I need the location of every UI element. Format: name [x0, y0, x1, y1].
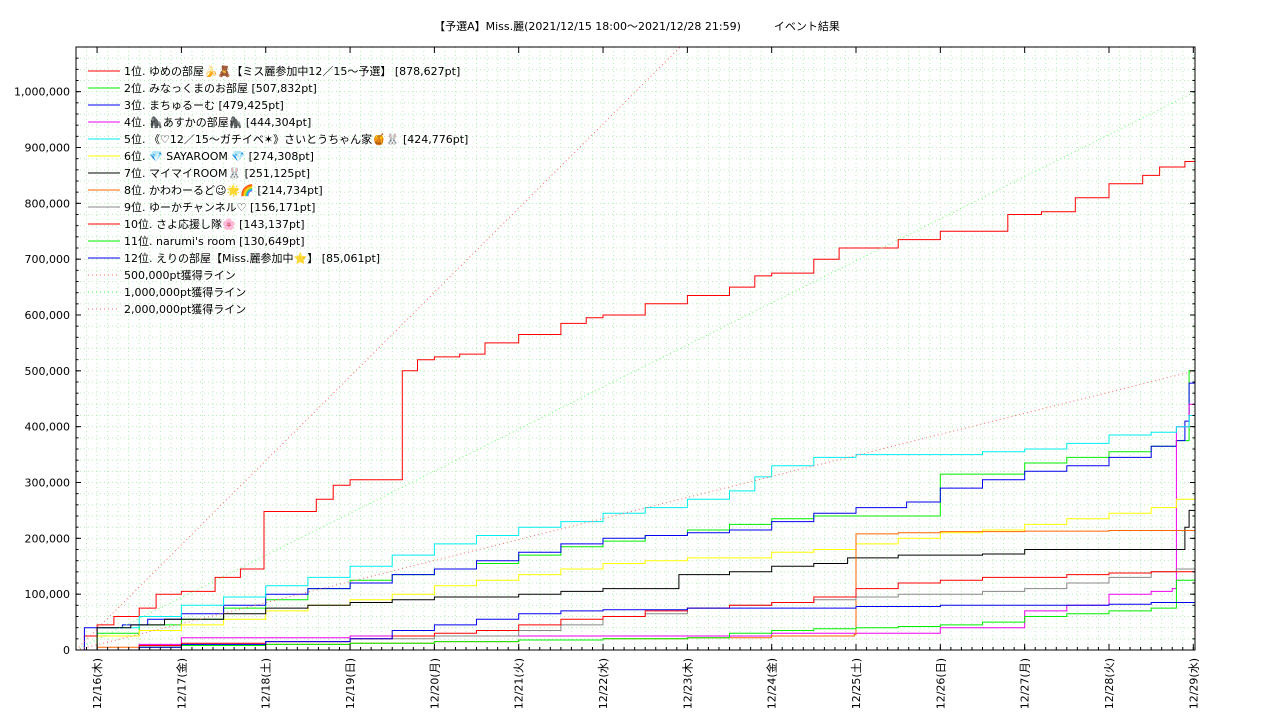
- series-line-3: [76, 382, 1195, 650]
- legend-label: 500,000pt獲得ライン: [124, 269, 236, 282]
- x-tick-label: 12/21(火): [513, 658, 526, 709]
- series-line-6: [76, 496, 1195, 650]
- series-line-1: [76, 159, 1195, 650]
- legend-label: 5位. 《♡12／15〜ガチイベ✶》さいとうちゃん家🍯🐰 [424,776pt]: [124, 132, 468, 146]
- x-tick-label: 12/16(木): [91, 658, 104, 709]
- chart-title: 【予選A】Miss.麗(2021/12/15 18:00～2021/12/28 …: [434, 19, 840, 33]
- legend-label: 2位. みなっくまのお部屋 [507,832pt]: [124, 81, 317, 95]
- y-tick-label: 400,000: [25, 421, 71, 434]
- x-tick-label: 12/24(金): [765, 658, 779, 709]
- legend-label: 2,000,000pt獲得ライン: [124, 303, 246, 316]
- x-tick-label: 12/23(木): [681, 658, 694, 709]
- series-line-14: [76, 91, 1195, 650]
- x-tick-label: 12/29(水): [1187, 658, 1200, 709]
- legend-label: 11位. narumi's room [130,649pt]: [124, 234, 305, 248]
- y-tick-label: 500,000: [25, 365, 71, 378]
- x-tick-label: 12/26(日): [934, 658, 947, 709]
- series-line-9: [76, 562, 1195, 650]
- legend: 1位. ゆめの部屋🍌🧸【ミス麗参加中12／15〜予選】 [878,627pt] 2…: [88, 64, 468, 316]
- y-tick-label: 700,000: [25, 253, 71, 266]
- legend-label: 9位. ゆーかチャンネル♡ [156,171pt]: [124, 200, 315, 214]
- series-line-4: [76, 401, 1195, 650]
- x-tick-label: 12/19(日): [344, 658, 357, 709]
- grid: [75, 46, 1195, 651]
- series-line-15: [76, 47, 681, 650]
- y-tick-label: 0: [63, 644, 70, 657]
- y-tick-label: 600,000: [25, 309, 71, 322]
- legend-label: 7位. マイマイROOM🐰 [251,125pt]: [124, 166, 310, 180]
- y-tick-label: 900,000: [25, 142, 71, 155]
- x-tick-label: 12/18(土): [260, 658, 273, 709]
- series-line-13: [76, 370, 1195, 650]
- legend-label: 8位. かわわーるど😉🌟🌈 [214,734pt]: [124, 183, 323, 197]
- x-tick-label: 12/22(水): [597, 658, 610, 709]
- y-tick-label: 100,000: [25, 588, 71, 601]
- series-line-2: [76, 366, 1195, 650]
- y-tick-label: 200,000: [25, 532, 71, 545]
- series-line-8: [76, 530, 1195, 650]
- y-tick-label: 800,000: [25, 197, 71, 210]
- legend-label: 1,000,000pt獲得ライン: [124, 286, 246, 299]
- legend-label: 6位. 💎 SAYAROOM 💎 [274,308pt]: [124, 149, 314, 163]
- series-lines: [76, 47, 1195, 650]
- legend-label: 4位. 🦍あすかの部屋🦍 [444,304pt]: [124, 115, 311, 129]
- x-tick-label: 12/27(月): [1019, 658, 1032, 709]
- y-tick-label: 1,000,000: [14, 86, 70, 99]
- legend-label: 12位. えりの部屋【Miss.麗参加中⭐】 [85,061pt]: [124, 251, 380, 265]
- y-tick-label: 300,000: [25, 477, 71, 490]
- series-line-12: [76, 602, 1195, 650]
- legend-label: 10位. さよ応援し隊🌸 [143,137pt]: [124, 217, 305, 231]
- x-tick-label: 12/17(金): [174, 658, 188, 709]
- axes: 0 100,000 200,000 300,000 400,000 500,000 600,…: [14, 46, 1200, 709]
- legend-label: 1位. ゆめの部屋🍌🧸【ミス麗参加中12／15〜予選】 [878,627pt]: [124, 64, 460, 78]
- legend-label: 3位. まちゅるーむ [479,425pt]: [124, 98, 284, 112]
- series-line-5: [76, 412, 1195, 650]
- series-line-7: [76, 509, 1195, 650]
- x-tick-label: 12/25(土): [850, 658, 863, 709]
- x-tick-label: 12/28(火): [1103, 658, 1116, 709]
- x-tick-label: 12/20(月): [428, 658, 441, 709]
